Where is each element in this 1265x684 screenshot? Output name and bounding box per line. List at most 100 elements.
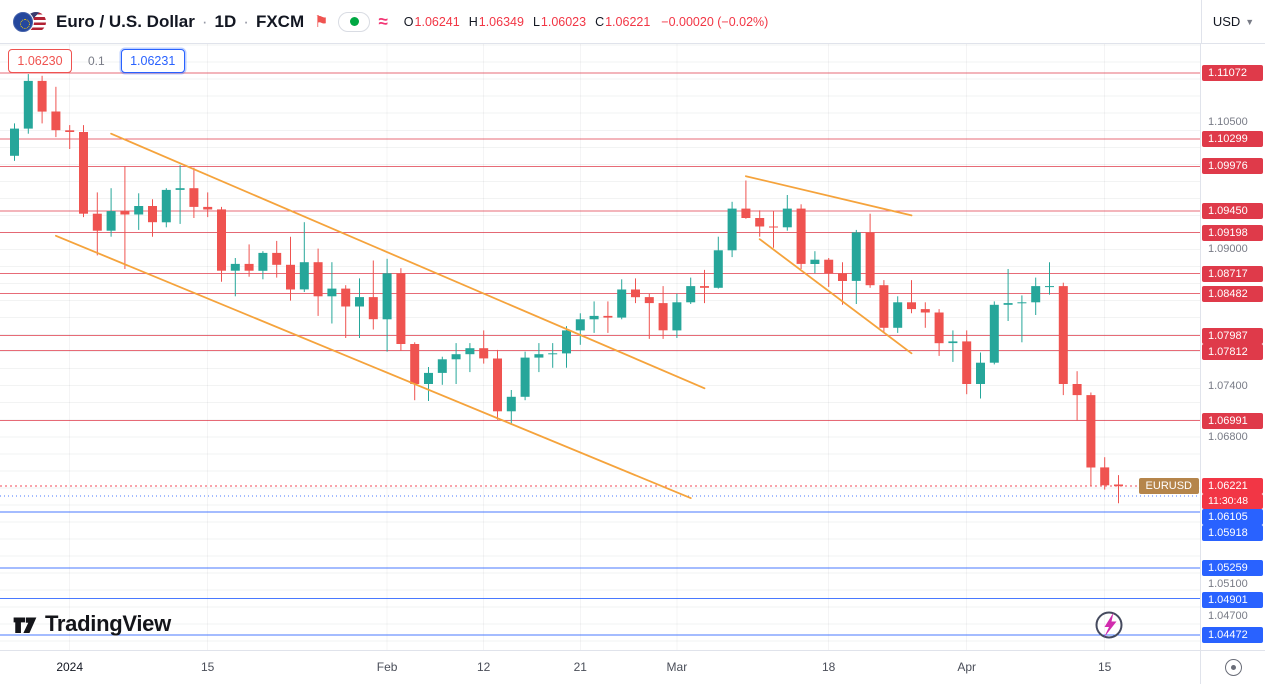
trendline[interactable] [745,175,913,217]
candle-body [299,262,309,290]
price-tick: 1.07400 [1208,379,1248,392]
chart-canvas[interactable]: 1.06230 0.1 1.06231 EURUSD TradingView [0,44,1200,650]
candle-body [644,297,654,304]
sell-price-button[interactable]: 1.06230 [8,49,72,73]
candle-body [755,218,765,227]
flash-icon[interactable] [1092,608,1126,642]
candle-body [1086,395,1096,468]
exchange-label[interactable]: FXCM [255,11,305,31]
level-price-label[interactable]: 1.07812 [1202,343,1263,360]
axis-settings-icon[interactable] [1224,659,1242,676]
level-price-label[interactable]: 1.04472 [1202,627,1263,643]
candle-body [341,288,351,307]
axis-corner [1200,650,1265,684]
time-axis-label: 18 [822,660,836,674]
candle-body [1100,467,1110,486]
candle-body [120,211,130,215]
time-axis-label: 15 [1098,660,1112,674]
price-axis[interactable]: 1.11072 1.10500 1.10299 1.09976 1.09450 1.091… [1200,44,1265,650]
level-price-label[interactable]: 1.09976 [1202,158,1263,175]
candle-body [217,209,226,271]
price-tick: 1.09000 [1208,243,1248,256]
time-axis[interactable]: 2024 15 Feb 12 21 Mar 18 Apr 15 [0,650,1200,684]
price-tick: 1.05100 [1208,578,1248,590]
candle-body [520,357,530,397]
time-axis-label: Mar [666,660,688,674]
candle-body [313,262,323,297]
candlestick-chart[interactable] [0,44,1200,650]
currency-label: USD [1212,14,1241,29]
candle-body [1058,286,1068,384]
price-tick: 1.06800 [1208,430,1248,443]
trendline[interactable] [55,234,692,500]
candle-body [672,302,682,331]
candle-body [1003,303,1013,305]
level-price-label[interactable]: 1.08717 [1202,265,1263,282]
level-price-label[interactable]: 1.09198 [1202,224,1263,241]
candle-body [741,208,751,218]
market-open-icon [349,17,359,26]
market-status-pill[interactable] [338,11,371,32]
price-tick: 1.04700 [1208,610,1248,622]
candle-body [23,80,33,129]
lightning-bolt-icon [1095,611,1123,639]
level-price-label[interactable]: 1.08482 [1202,285,1263,302]
buy-price-button[interactable]: 1.06231 [120,49,185,73]
level-price-label[interactable]: 1.05918 [1202,525,1263,542]
time-axis-label: Feb [376,660,398,674]
candle-body [230,263,240,271]
candle-body [437,359,447,373]
level-price-label[interactable]: 1.07987 [1202,327,1263,344]
currency-dropdown[interactable]: USD ▼ [1201,0,1265,43]
candle-body [37,80,47,112]
candle-body [175,188,185,190]
level-price-label[interactable]: 1.11072 [1202,65,1263,82]
level-price-label[interactable]: 1.10299 [1202,130,1263,147]
candle-body [851,232,861,281]
symbol-flags [12,10,48,33]
candle-body [244,263,254,271]
time-axis-label: 15 [201,660,215,674]
candle-body [1017,302,1027,304]
candle-body [824,259,834,274]
trendline[interactable] [110,132,706,390]
candle-body [548,353,558,355]
tradingview-logo[interactable]: TradingView [12,611,171,637]
symbol-name[interactable]: Euro / U.S. Dollar [56,11,195,31]
level-price-label[interactable]: 1.04901 [1202,592,1263,608]
change-value: −0.00020 (−0.02%) [661,14,769,29]
timeframe-label[interactable]: 1D [214,11,237,31]
candle-body [617,289,627,318]
candle-body [203,206,213,210]
candle-body [161,189,171,223]
candle-body [493,358,502,412]
candle-body [410,344,420,384]
candle-body [1114,484,1123,487]
candle-body [575,319,585,331]
delayed-data-icon[interactable]: ≈ [378,11,388,31]
candle-body [907,302,916,310]
candle-body [286,264,295,290]
level-price-label[interactable]: 1.05259 [1202,560,1263,576]
current-price-label: 1.06221 [1202,478,1263,495]
level-price-label[interactable]: 1.09450 [1202,203,1263,220]
candle-body [479,348,489,359]
candle-body [796,208,806,264]
candle-body [106,211,116,231]
order-widget: 1.06230 0.1 1.06231 [8,49,185,73]
candle-body [382,273,392,320]
time-axis-label: 2024 [56,660,84,674]
flagged-symbol-icon[interactable]: ⚑ [314,13,329,31]
candle-body [1045,286,1054,288]
level-price-label[interactable]: 1.06105 [1202,509,1263,526]
candle-body [562,330,571,354]
trendline[interactable] [758,238,913,355]
symbol-title[interactable]: Euro / U.S. Dollar · 1D · FXCM [56,12,304,32]
price-tick: 1.10500 [1208,115,1248,128]
bar-countdown: 11:30:48 [1202,494,1263,510]
candle-body [879,285,889,328]
candle-body [962,341,972,384]
level-price-label[interactable]: 1.06991 [1202,412,1263,429]
eu-flag-icon [12,10,34,33]
candle-body [465,348,475,355]
